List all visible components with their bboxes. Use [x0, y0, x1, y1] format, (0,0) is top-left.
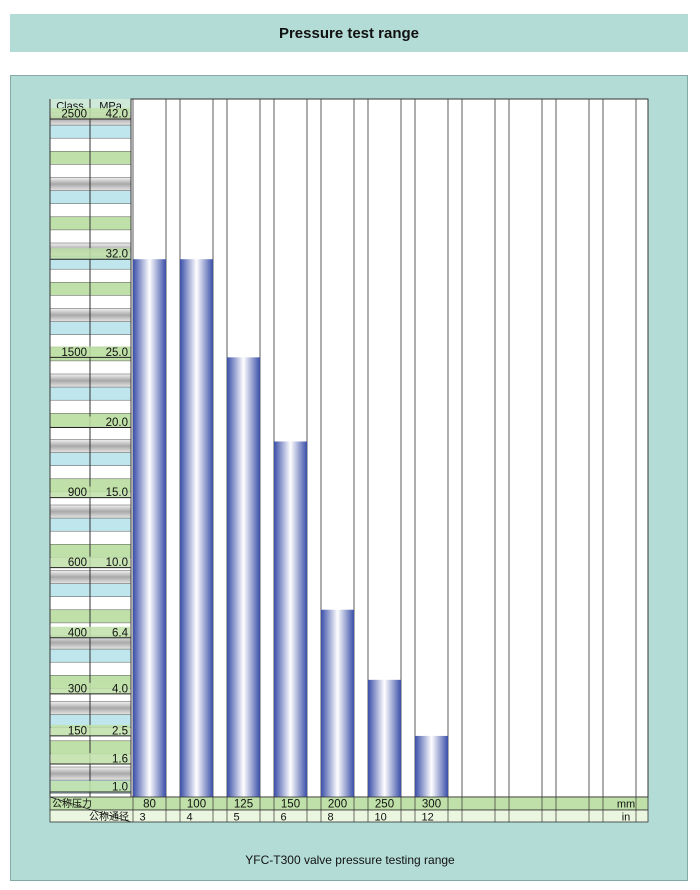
x-tick-mm-250: 250 — [375, 799, 394, 811]
x-tick-mm-80: 80 — [143, 799, 156, 811]
y-tick-mpa-15.0: 15.0 — [106, 487, 128, 499]
y-tick-class-900: 900 — [68, 487, 87, 499]
y-tick-mpa-25.0: 25.0 — [106, 347, 128, 359]
y-tick-mpa-6.4: 6.4 — [112, 627, 129, 639]
x-tick-in-6: 6 — [281, 812, 287, 824]
bar-125 — [227, 357, 260, 797]
bar-150 — [274, 441, 307, 797]
in-row — [49, 809, 649, 823]
tick-row-highlight — [51, 682, 130, 694]
y-tick-class-300: 300 — [68, 683, 87, 695]
x-tick-in-4: 4 — [187, 812, 193, 824]
y-tick-class-2500: 2500 — [61, 109, 87, 121]
x-tick-in-10: 10 — [375, 812, 387, 824]
tick-row-highlight — [51, 752, 130, 764]
x-tick-mm-125: 125 — [234, 799, 253, 811]
y-tick-mpa-1.6: 1.6 — [112, 753, 128, 765]
x-tick-mm-100: 100 — [187, 799, 206, 811]
x-tick-mm-200: 200 — [328, 799, 347, 811]
bars — [133, 259, 448, 797]
tick-row-highlight — [51, 626, 130, 638]
y-tick-mpa-4.0: 4.0 — [112, 683, 128, 695]
y-tick-mpa-42.0: 42.0 — [106, 109, 128, 121]
x-tick-in-8: 8 — [328, 812, 334, 824]
y-tick-class-400: 400 — [68, 627, 87, 639]
bar-200 — [321, 609, 354, 797]
y-tick-class-1500: 1500 — [61, 347, 87, 359]
y-tick-mpa-32.0: 32.0 — [106, 249, 128, 261]
chart-title: Pressure test range — [278, 24, 420, 42]
y-tick-mpa-2.5: 2.5 — [112, 725, 128, 737]
row-label-pressure: 公称压力 — [52, 797, 92, 810]
tick-row-highlight — [51, 486, 130, 498]
unit-in-label: in — [622, 812, 631, 824]
corner-diagonal — [49, 796, 132, 823]
row-label-diameter: 公称通径 — [89, 810, 129, 823]
y-tick-mpa-10.0: 10.0 — [106, 557, 128, 569]
tick-row-highlight — [51, 416, 130, 428]
title-bar: Pressure test range — [10, 14, 688, 52]
mm-row — [49, 796, 649, 811]
x-tick-in-3: 3 — [140, 812, 146, 824]
bar-300 — [415, 735, 448, 797]
x-tick-in-12: 12 — [422, 812, 434, 824]
y-tick-mpa-20.0: 20.0 — [106, 417, 128, 429]
tick-row-highlight — [51, 556, 130, 568]
bar-100 — [180, 259, 213, 797]
y-tick-class-150: 150 — [68, 725, 87, 737]
tick-row-highlight — [51, 248, 130, 260]
tick-row-highlight — [51, 724, 130, 736]
x-tick-mm-300: 300 — [422, 799, 441, 811]
y-tick-mpa-1.0: 1.0 — [112, 782, 128, 794]
x-tick-mm-150: 150 — [281, 799, 300, 811]
chart-caption: YFC-T300 valve pressure testing range — [245, 853, 455, 867]
tick-row-highlight — [51, 781, 130, 792]
bar-80 — [133, 259, 166, 797]
y-tick-class-600: 600 — [68, 557, 87, 569]
unit-mm-label: mm — [617, 799, 635, 811]
bar-250 — [368, 679, 401, 797]
x-tick-in-5: 5 — [234, 812, 240, 824]
tick-row-highlight — [51, 108, 130, 119]
tick-row-highlight — [51, 346, 130, 358]
